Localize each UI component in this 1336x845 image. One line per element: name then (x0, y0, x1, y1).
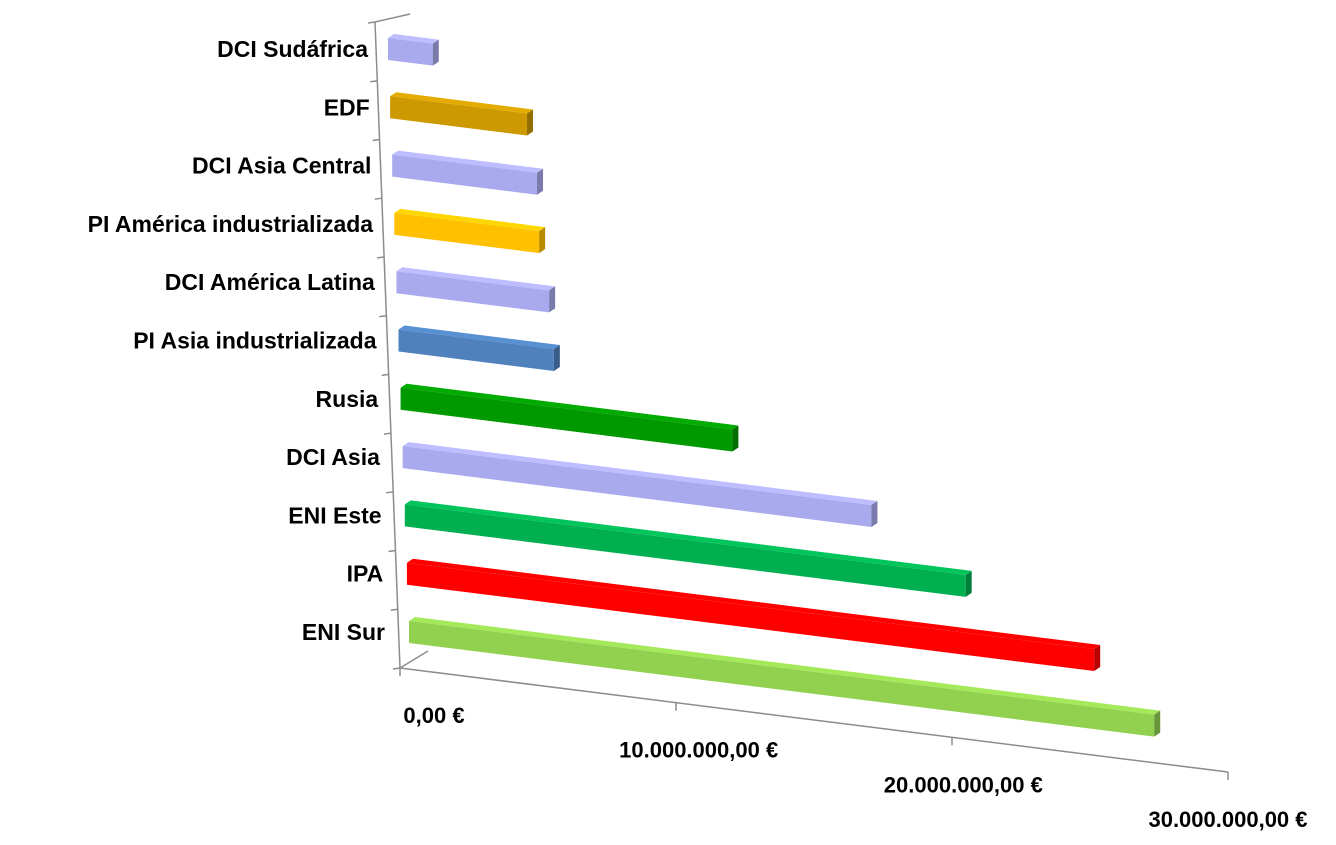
bar-end-face (871, 500, 878, 527)
bar (400, 383, 739, 452)
y-axis-tick-mark (388, 549, 396, 553)
bar-end-face (965, 570, 972, 597)
x-tick-label: 10.000.000,00 € (619, 738, 778, 763)
bar-front-face (394, 212, 540, 254)
x-axis-line (399, 667, 1229, 773)
category-label: DCI América Latina (165, 269, 375, 295)
category-label: ENI Este (288, 502, 381, 528)
bar-top-face (402, 442, 878, 505)
y-axis-tick-mark (379, 314, 387, 318)
category-label: PI América industrializada (88, 211, 374, 237)
bar-front-face (409, 621, 1155, 737)
x-tick-label: 20.000.000,00 € (884, 772, 1043, 797)
x-tick-labels: 0,00 € 10.000.000,00 € 20.000.000,00 € 30.0… (403, 703, 1307, 832)
bar-end-face (539, 227, 546, 254)
category-labels: DCI Sudáfrica EDF DCI Asia Central PI Améri… (88, 36, 385, 645)
bar (398, 325, 560, 372)
depth-axis-line (399, 650, 429, 669)
bar-front-face (392, 154, 538, 195)
y-axis-tick-mark (374, 197, 382, 200)
category-label: Rusia (316, 386, 379, 412)
bar-end-face (732, 425, 739, 452)
bar (409, 617, 1161, 737)
bar (388, 34, 439, 66)
bar-end-face (1154, 710, 1161, 737)
y-axis-tick-mark (370, 79, 378, 83)
bar-front-face (406, 562, 1095, 672)
category-label: EDF (324, 94, 370, 120)
bar-end-face (537, 168, 544, 195)
bar-top-face (404, 500, 972, 575)
bar-front-face (390, 96, 528, 136)
bar (390, 92, 534, 136)
bar-top-face (400, 383, 739, 430)
bar-end-face (549, 286, 556, 313)
y-axis-top-cap (374, 13, 411, 23)
category-label: DCI Asia Central (192, 153, 371, 179)
bar-top-face (394, 208, 546, 232)
x-tick-label: 30.000.000,00 € (1148, 807, 1307, 832)
y-axis-tick-mark (376, 256, 385, 259)
bar-front-face (398, 329, 554, 372)
category-label: PI Asia industrializada (133, 328, 376, 354)
bar-top-face (398, 325, 560, 350)
y-axis-ticks (367, 21, 401, 670)
bar-front-face (402, 446, 872, 527)
bar (406, 558, 1101, 672)
y-axis-tick-mark (367, 21, 376, 24)
y-axis-tick-mark (390, 608, 398, 612)
bar (402, 442, 878, 527)
bar-front-face (388, 38, 433, 66)
bar (404, 500, 972, 597)
y-axis-line (374, 21, 401, 669)
bar-end-face (432, 39, 439, 66)
bar-top-face (388, 34, 439, 44)
bar-top-face (390, 92, 534, 114)
bar-front-face (396, 271, 550, 313)
bar-top-face (396, 267, 556, 291)
bar-front-face (400, 387, 733, 452)
category-label: IPA (347, 561, 384, 587)
bar-end-face (1094, 645, 1101, 672)
x-tick-label: 0,00 € (403, 703, 464, 728)
category-label: DCI Sudáfrica (217, 36, 368, 62)
category-label: DCI Asia (286, 444, 380, 470)
y-axis-tick-mark (383, 432, 392, 435)
y-axis-tick-mark (372, 138, 380, 142)
bars-group (388, 34, 1161, 737)
bar (392, 150, 544, 195)
bar-top-face (406, 558, 1101, 650)
y-axis-tick-mark (381, 373, 389, 377)
bar (394, 208, 546, 254)
bar (396, 267, 556, 313)
bar-end-face (553, 345, 560, 372)
bar-top-face (409, 617, 1161, 715)
bar-top-face (392, 150, 544, 173)
x-axis-ticks (399, 668, 1229, 780)
bar-end-face (527, 109, 534, 136)
y-axis-tick-mark (392, 667, 401, 670)
bar-front-face (404, 504, 966, 597)
category-label: ENI Sur (302, 619, 385, 645)
y-axis-tick-mark (386, 491, 394, 494)
